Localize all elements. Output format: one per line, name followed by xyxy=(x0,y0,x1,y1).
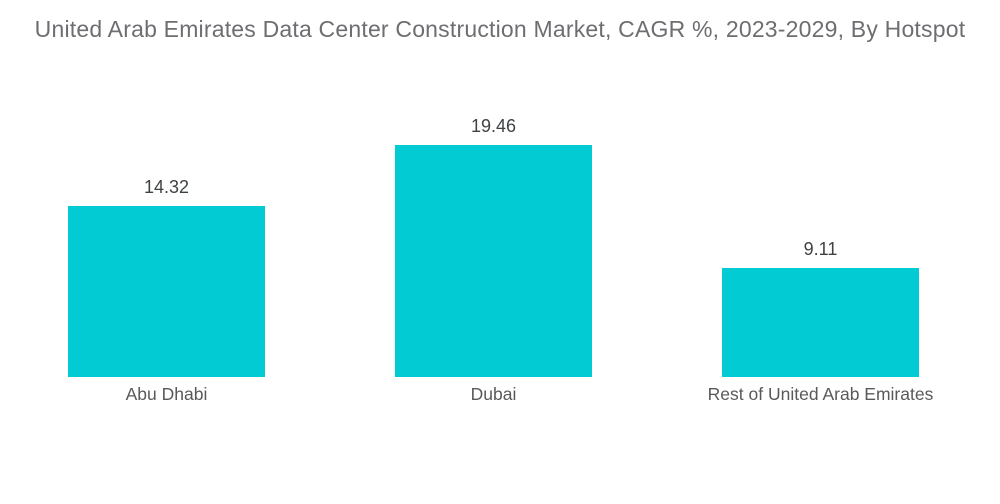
category-label: Abu Dhabi xyxy=(125,384,208,404)
category-label: Rest of United Arab Emirates xyxy=(707,384,934,404)
bar xyxy=(68,206,265,377)
bar-group: 19.46 xyxy=(395,116,592,377)
bar xyxy=(395,145,592,377)
bar-group: 14.32 xyxy=(68,177,265,377)
bar-group: 9.11 xyxy=(722,239,919,377)
bar-value-label: 14.32 xyxy=(143,177,190,198)
bar-value-label: 9.11 xyxy=(803,239,838,260)
bar-value-label: 19.46 xyxy=(470,116,517,137)
chart-title: United Arab Emirates Data Center Constru… xyxy=(34,16,966,42)
category-label: Dubai xyxy=(470,384,517,404)
bar xyxy=(722,268,919,377)
